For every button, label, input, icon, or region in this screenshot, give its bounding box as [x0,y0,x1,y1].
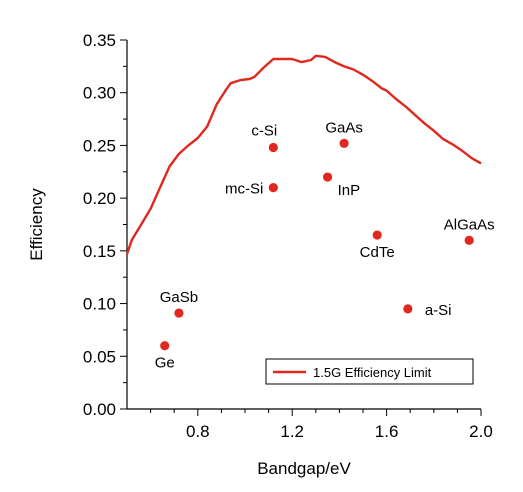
data-point [268,142,278,153]
x-tick-label: 0.8 [186,422,210,441]
point-label: a-Si [425,302,452,319]
point-label: CdTe [360,244,395,261]
y-tick-label: 0.25 [83,136,116,155]
legend: 1.5G Efficiency Limit [265,358,474,385]
data-point [339,138,349,148]
y-tick-label: 0.05 [83,347,116,366]
point-label: GaAs [325,119,363,136]
point-label: c-Si [251,123,277,140]
point-label: mc-Si [225,181,263,198]
data-point [464,235,474,245]
data-points: Ge GaSb c-Si mc-Si InP GaAs CdTe a-Si AlGaAs [155,119,495,371]
y-tick-label: 0.20 [83,189,116,208]
point-label: InP [338,182,361,199]
y-axis-title: Efficiency [27,188,46,261]
x-tick-label: 1.2 [280,422,304,441]
y-tick-label: 0.00 [83,400,116,419]
y-ticks: 0.00 0.05 0.10 0.15 0.20 0.25 0.30 0.35 [83,31,127,419]
data-point [160,341,170,351]
axes [126,40,481,410]
data-point [268,183,278,193]
y-tick-label: 0.15 [83,242,116,261]
data-point [174,308,184,318]
x-tick-label: 2.0 [469,422,493,441]
x-tick-label: 1.6 [375,422,399,441]
y-tick-label: 0.35 [83,31,116,50]
efficiency-limit-curve [125,54,482,255]
legend-label: 1.5G Efficiency Limit [313,365,432,380]
x-ticks: 0.8 1.2 1.6 2.0 [150,409,493,441]
data-point [323,172,333,182]
point-label: AlGaAs [444,216,495,233]
data-point [403,304,413,314]
point-label: GaSb [160,289,198,306]
y-tick-label: 0.10 [83,295,116,314]
y-tick-label: 0.30 [83,84,116,103]
point-label: Ge [155,355,175,372]
x-axis-title: Bandgap/eV [257,459,351,478]
data-point [372,230,382,240]
